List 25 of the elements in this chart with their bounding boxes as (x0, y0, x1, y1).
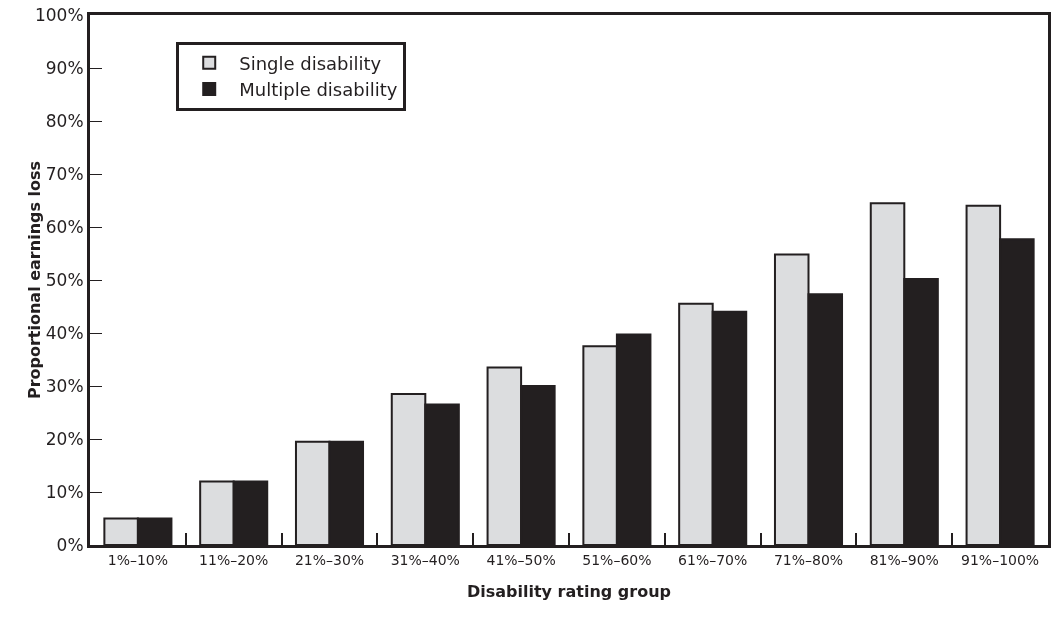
y-tick-label: 40% (45, 322, 84, 343)
x-tick-label: 41%–50% (486, 551, 556, 568)
x-axis-title: Disability rating group (466, 582, 672, 602)
y-tick-label: 60% (45, 216, 84, 237)
y-tick-label: 70% (45, 163, 84, 184)
x-tick-label: 91%–100% (961, 551, 1040, 568)
y-tick-label: 0% (56, 534, 84, 555)
x-tick-label: 71%–80% (773, 551, 844, 568)
y-tick-label: 90% (45, 57, 84, 78)
y-tick-label: 20% (45, 428, 84, 449)
x-tick-label: 21%–30% (294, 551, 365, 568)
x-tick-label: 61%–70% (678, 551, 748, 568)
y-tick-label: 50% (45, 269, 84, 290)
legend-label: Single disability (239, 52, 382, 74)
x-tick-label: 11%–20% (199, 551, 269, 568)
x-tick-label: 81%–90% (869, 551, 939, 568)
y-tick-label: 30% (45, 375, 84, 396)
legend-label: Multiple disability (239, 79, 398, 101)
x-tick-label: 31%–40% (390, 551, 460, 568)
y-tick-label: 10% (45, 481, 84, 502)
y-axis-title: Proportional earnings loss (24, 160, 44, 400)
x-tick-label: 51%–60% (582, 551, 652, 568)
y-tick-label: 100% (34, 4, 84, 25)
x-tick-label: 1%–10% (107, 551, 169, 568)
y-tick-label: 80% (45, 110, 84, 131)
